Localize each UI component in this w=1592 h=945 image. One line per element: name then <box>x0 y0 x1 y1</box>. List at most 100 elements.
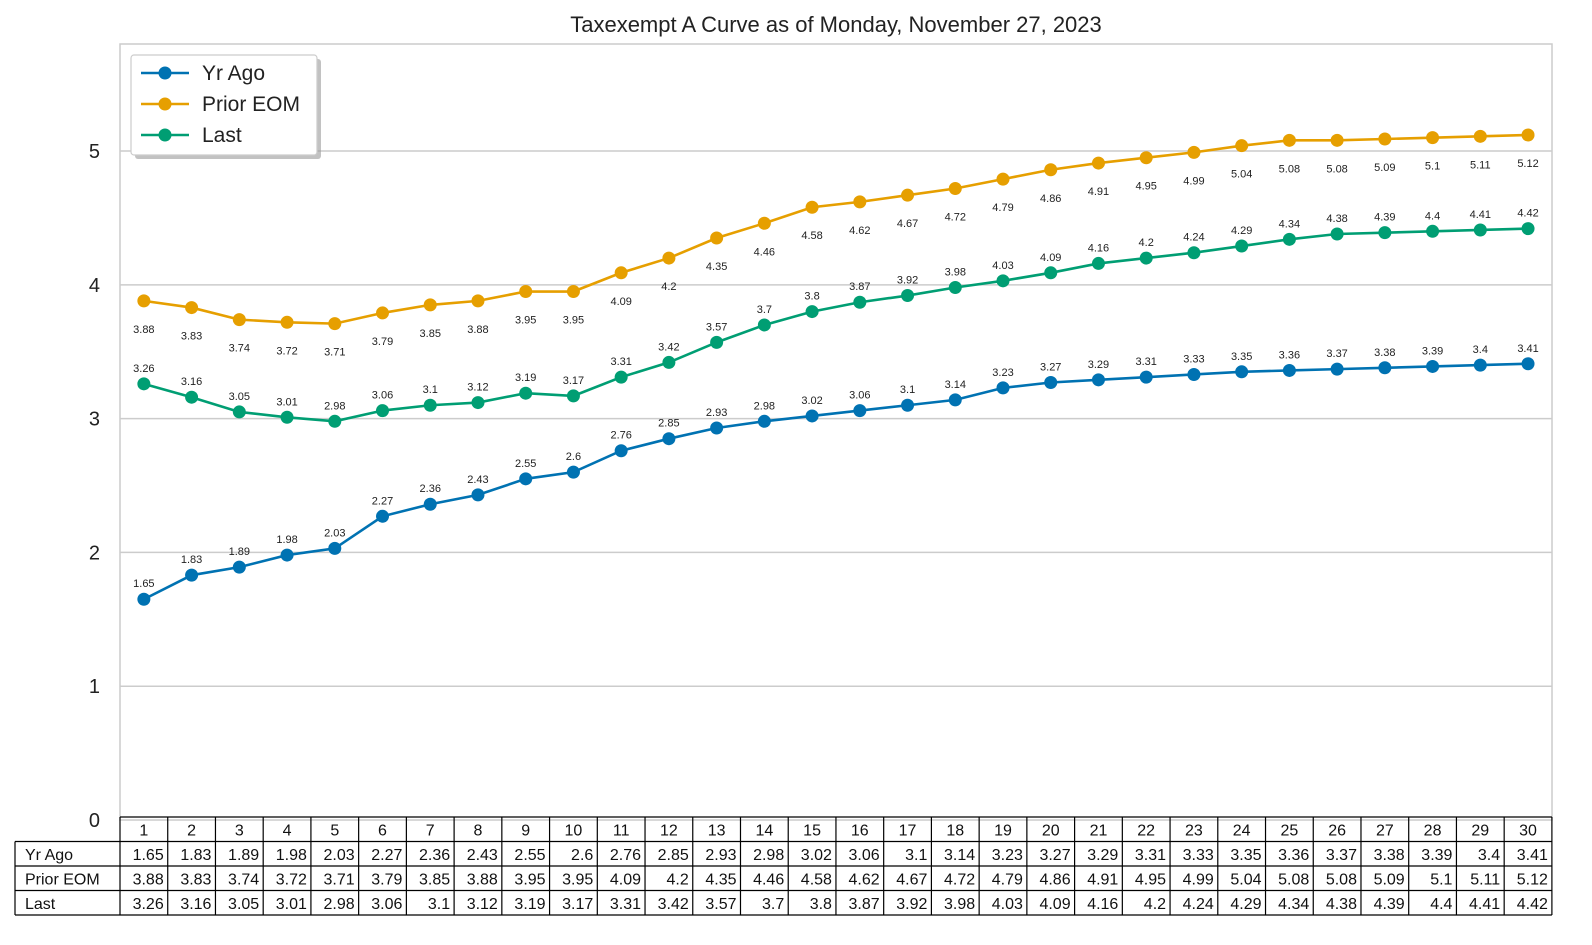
point-last-17 <box>901 289 915 303</box>
table-cell-yr-ago-14: 2.98 <box>753 847 784 864</box>
data-label-prior-eom-20: 4.86 <box>1040 193 1061 205</box>
point-last-13 <box>710 335 724 349</box>
data-label-last-19: 4.03 <box>992 260 1013 272</box>
table-cell-yr-ago-1: 1.65 <box>133 847 164 864</box>
table-col-header-3: 3 <box>235 823 244 840</box>
point-yr-ago-24 <box>1235 365 1249 379</box>
point-last-1 <box>137 377 151 391</box>
point-yr-ago-17 <box>901 398 915 412</box>
data-label-last-22: 4.2 <box>1139 237 1154 249</box>
table-cell-last-23: 4.24 <box>1183 896 1214 913</box>
data-label-yr-ago-27: 3.38 <box>1374 347 1395 359</box>
data-label-prior-eom-8: 3.88 <box>467 324 488 336</box>
data-label-last-10: 3.17 <box>563 375 584 387</box>
table-cell-last-18: 3.98 <box>944 896 975 913</box>
data-label-last-20: 4.09 <box>1040 252 1061 264</box>
table-cell-prior-eom-27: 5.09 <box>1374 872 1405 889</box>
point-last-6 <box>376 404 390 418</box>
data-label-last-2: 3.16 <box>181 376 202 388</box>
point-last-23 <box>1187 246 1201 260</box>
data-label-yr-ago-26: 3.37 <box>1326 348 1347 360</box>
table-cell-prior-eom-1: 3.88 <box>133 872 164 889</box>
point-prior-eom-7 <box>423 298 437 312</box>
table-cell-yr-ago-22: 3.31 <box>1135 847 1166 864</box>
table-col-header-12: 12 <box>660 823 678 840</box>
table-col-header-7: 7 <box>426 823 435 840</box>
point-yr-ago-9 <box>519 472 533 486</box>
table-cell-last-13: 3.57 <box>705 896 736 913</box>
data-label-yr-ago-7: 2.36 <box>420 483 441 495</box>
data-label-prior-eom-27: 5.09 <box>1374 162 1395 174</box>
data-label-prior-eom-30: 5.12 <box>1517 158 1538 170</box>
data-label-yr-ago-1: 1.65 <box>133 578 154 590</box>
data-label-yr-ago-12: 2.85 <box>658 418 679 430</box>
data-label-last-4: 3.01 <box>276 396 297 408</box>
table-cell-yr-ago-15: 3.02 <box>801 847 832 864</box>
point-prior-eom-18 <box>948 181 962 195</box>
data-label-prior-eom-23: 4.99 <box>1183 175 1204 187</box>
point-yr-ago-14 <box>757 414 771 428</box>
table-col-header-27: 27 <box>1376 823 1394 840</box>
point-yr-ago-20 <box>1044 375 1058 389</box>
data-label-last-9: 3.19 <box>515 372 536 384</box>
data-label-last-27: 4.39 <box>1374 212 1395 224</box>
data-label-prior-eom-9: 3.95 <box>515 315 536 327</box>
table-cell-yr-ago-5: 2.03 <box>324 847 355 864</box>
point-yr-ago-8 <box>471 488 485 502</box>
data-label-last-7: 3.1 <box>423 384 438 396</box>
point-yr-ago-5 <box>328 541 342 555</box>
data-label-last-21: 4.16 <box>1088 242 1109 254</box>
table-col-header-9: 9 <box>521 823 530 840</box>
table-cell-yr-ago-19: 3.23 <box>992 847 1023 864</box>
table-cell-last-21: 4.16 <box>1087 896 1118 913</box>
point-last-27 <box>1378 226 1392 240</box>
table-col-header-19: 19 <box>994 823 1012 840</box>
table-cell-yr-ago-23: 3.33 <box>1183 847 1214 864</box>
point-last-18 <box>948 281 962 295</box>
point-prior-eom-25 <box>1282 133 1296 147</box>
table-cell-last-17: 3.92 <box>896 896 927 913</box>
data-label-yr-ago-11: 2.76 <box>610 430 631 442</box>
table-col-header-11: 11 <box>613 823 630 840</box>
table-cell-yr-ago-17: 3.1 <box>905 847 927 864</box>
table-cell-yr-ago-29: 3.4 <box>1478 847 1500 864</box>
table-cell-last-24: 4.29 <box>1230 896 1261 913</box>
data-label-prior-eom-29: 5.11 <box>1470 159 1491 171</box>
table-col-header-18: 18 <box>946 823 964 840</box>
series-layer <box>137 128 1535 606</box>
table-cell-prior-eom-10: 3.95 <box>562 872 593 889</box>
table-row-label-last: Last <box>25 896 56 913</box>
table-row-label-yr-ago: Yr Ago <box>25 847 73 864</box>
data-label-last-11: 3.31 <box>610 356 631 368</box>
point-yr-ago-13 <box>710 421 724 435</box>
point-prior-eom-20 <box>1044 163 1058 177</box>
table-cell-prior-eom-6: 3.79 <box>371 872 402 889</box>
point-last-4 <box>280 410 294 424</box>
point-last-16 <box>853 295 867 309</box>
table-cell-prior-eom-21: 4.91 <box>1087 872 1118 889</box>
point-prior-eom-26 <box>1330 133 1344 147</box>
table-col-header-10: 10 <box>565 823 583 840</box>
table-col-header-8: 8 <box>474 823 483 840</box>
point-prior-eom-5 <box>328 317 342 331</box>
point-yr-ago-10 <box>566 465 580 479</box>
point-yr-ago-3 <box>232 560 246 574</box>
data-label-prior-eom-7: 3.85 <box>420 328 441 340</box>
point-yr-ago-22 <box>1139 370 1153 384</box>
table-col-header-15: 15 <box>803 823 821 840</box>
table-cell-prior-eom-22: 4.95 <box>1135 872 1166 889</box>
table-col-header-1: 1 <box>139 823 148 840</box>
data-label-yr-ago-4: 1.98 <box>276 534 297 546</box>
data-label-prior-eom-6: 3.79 <box>372 336 393 348</box>
point-prior-eom-1 <box>137 294 151 308</box>
table-cell-last-22: 4.2 <box>1144 896 1166 913</box>
point-prior-eom-8 <box>471 294 485 308</box>
table-col-header-17: 17 <box>899 823 917 840</box>
table-cell-prior-eom-13: 4.35 <box>705 872 736 889</box>
point-last-8 <box>471 396 485 410</box>
data-label-prior-eom-17: 4.67 <box>897 218 918 230</box>
table-cell-last-29: 4.41 <box>1469 896 1500 913</box>
table-cell-yr-ago-18: 3.14 <box>944 847 975 864</box>
point-yr-ago-7 <box>423 497 437 511</box>
data-label-yr-ago-22: 3.31 <box>1135 356 1156 368</box>
